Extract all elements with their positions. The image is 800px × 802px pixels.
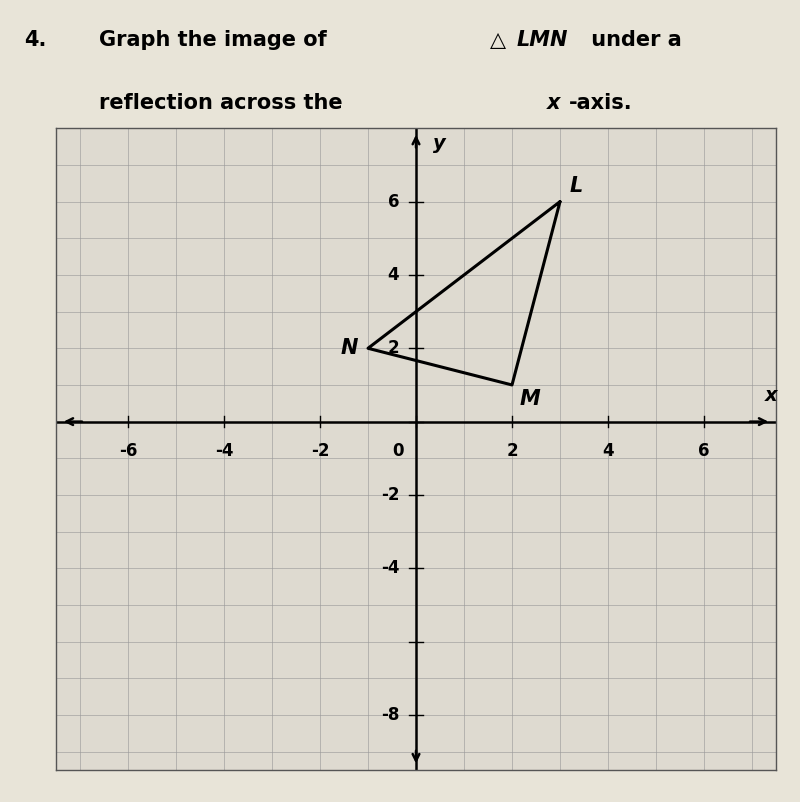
Text: under a: under a [584,30,682,51]
Text: L: L [570,176,583,196]
Text: M: M [519,389,540,409]
Text: -8: -8 [381,706,399,724]
Text: reflection across the: reflection across the [99,93,350,113]
Text: -2: -2 [381,486,399,504]
Text: x: x [765,386,778,405]
Text: 2: 2 [506,442,518,460]
Text: y: y [433,134,446,153]
Text: Graph the image of: Graph the image of [99,30,334,51]
Text: -4: -4 [214,442,234,460]
Text: -6: -6 [119,442,137,460]
Text: -axis.: -axis. [569,93,633,113]
Text: -2: -2 [310,442,330,460]
Text: 6: 6 [388,192,399,211]
Text: 4: 4 [387,266,399,284]
Text: N: N [341,338,358,358]
Text: 0: 0 [393,442,404,460]
Text: LMN: LMN [517,30,568,51]
Text: -4: -4 [381,559,399,577]
Text: 2: 2 [387,339,399,358]
Text: △: △ [490,30,506,51]
Text: 6: 6 [698,442,710,460]
Text: x: x [546,93,560,113]
Text: 4.: 4. [24,30,46,51]
Text: 4: 4 [602,442,614,460]
